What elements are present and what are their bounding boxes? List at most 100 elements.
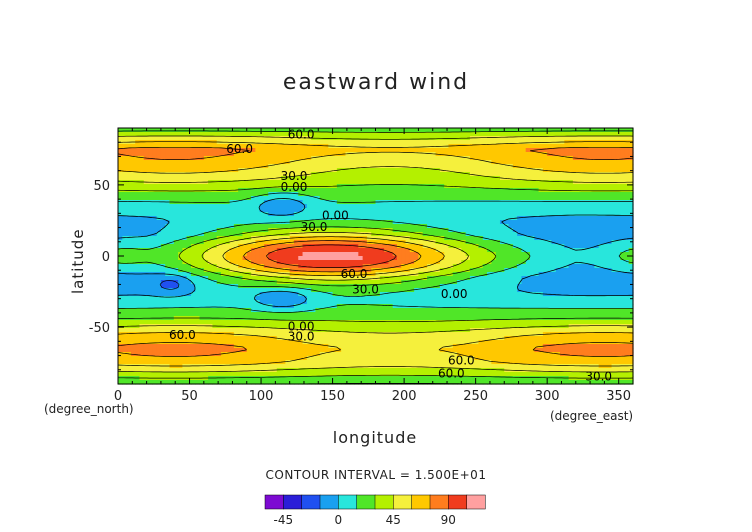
field-cell (152, 128, 158, 133)
field-cell (259, 176, 265, 181)
field-cell (358, 176, 364, 181)
field-cell (487, 240, 492, 245)
field-cell (431, 128, 437, 133)
field-cell (319, 232, 325, 237)
field-cell (401, 164, 407, 169)
field-cell (122, 272, 128, 277)
field-cell (439, 128, 445, 133)
field-cell (504, 248, 510, 253)
field-cell (225, 132, 231, 137)
field-cell (139, 192, 145, 197)
field-cell (611, 184, 617, 189)
field-cell (495, 220, 501, 225)
field-cell (487, 236, 492, 241)
field-cell (499, 160, 505, 165)
field-cell (422, 228, 428, 233)
field-cell (461, 216, 467, 221)
field-cell (212, 136, 218, 141)
field-cell (293, 148, 299, 153)
field-cell (246, 132, 252, 137)
field-cell (409, 144, 415, 149)
field-cell (238, 200, 244, 205)
field-cell (354, 216, 359, 221)
field-cell (349, 208, 355, 213)
field-cell (289, 136, 295, 141)
field-cell (255, 140, 261, 145)
field-cell (602, 288, 608, 293)
field-cell (358, 156, 364, 161)
field-cell (577, 192, 583, 197)
field-cell (160, 132, 166, 137)
field-cell (590, 212, 595, 217)
field-cell (233, 208, 239, 213)
field-cell (611, 280, 617, 285)
field-cell (130, 284, 136, 289)
field-cell (542, 228, 548, 233)
field-cell (315, 200, 321, 205)
field-cell (272, 232, 278, 237)
field-cell (452, 144, 458, 149)
field-cell (530, 236, 535, 241)
field-cell (564, 132, 570, 137)
field-cell (156, 204, 162, 209)
field-cell (358, 288, 364, 293)
field-cell (143, 252, 149, 257)
field-cell (293, 176, 299, 181)
field-cell (165, 280, 171, 285)
field-cell (122, 292, 128, 297)
field-cell (611, 224, 617, 229)
field-cell (152, 184, 158, 189)
field-cell (581, 164, 587, 169)
field-cell (148, 200, 153, 205)
field-cell (203, 268, 209, 273)
field-cell (491, 276, 497, 281)
field-cell (328, 192, 334, 197)
field-cell (572, 236, 578, 241)
field-cell (306, 132, 312, 137)
field-cell (216, 192, 222, 197)
field-cell (620, 192, 626, 197)
field-cell (190, 284, 196, 289)
field-cell (173, 168, 179, 173)
field-cell (422, 212, 428, 217)
field-cell (130, 264, 136, 269)
field-cell (444, 160, 450, 165)
field-cell (216, 260, 222, 265)
field-cell (246, 288, 252, 293)
field-cell (611, 232, 617, 237)
field-cell (259, 148, 265, 153)
field-cell (517, 268, 523, 273)
field-cell (611, 160, 617, 165)
field-cell (555, 136, 561, 141)
field-cell (611, 264, 617, 269)
field-cell (530, 260, 535, 265)
field-cell (491, 252, 497, 257)
field-cell (195, 144, 201, 149)
field-cell (448, 176, 454, 181)
field-cell (332, 164, 338, 169)
field-cell (594, 256, 600, 261)
field-cell (165, 260, 171, 265)
field-cell (255, 196, 261, 201)
field-cell (242, 272, 248, 277)
field-cell (354, 128, 359, 133)
field-cell (148, 292, 153, 297)
field-cell (165, 176, 171, 181)
field-cell (190, 256, 196, 261)
field-cell (319, 272, 325, 277)
field-cell (538, 164, 544, 169)
field-cell (482, 160, 488, 165)
field-cell (195, 272, 201, 277)
field-cell (152, 148, 158, 153)
field-cell (624, 284, 630, 289)
field-cell (263, 212, 269, 217)
field-cell (572, 136, 578, 141)
field-cell (160, 224, 166, 229)
field-cell (512, 240, 518, 245)
field-cell (465, 200, 471, 205)
field-cell (444, 220, 450, 225)
field-cell (148, 244, 153, 249)
field-cell (336, 256, 342, 261)
field-cell (504, 172, 510, 177)
field-cell (487, 288, 492, 293)
